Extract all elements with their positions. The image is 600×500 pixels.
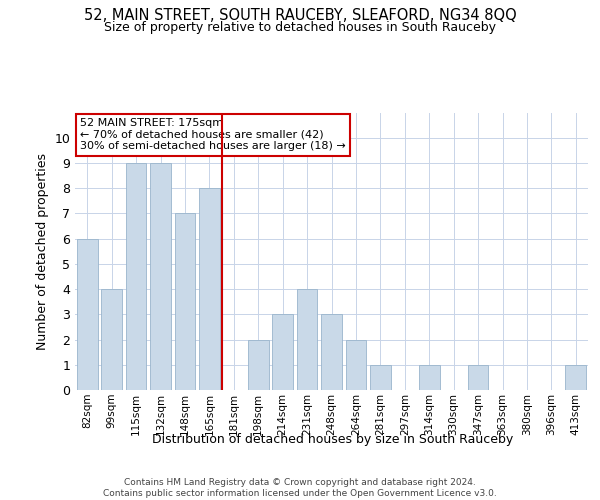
Bar [467,365,488,390]
Bar [125,163,146,390]
Y-axis label: Number of detached properties: Number of detached properties [36,153,49,350]
Bar [272,314,293,390]
Text: Size of property relative to detached houses in South Rauceby: Size of property relative to detached ho… [104,21,496,34]
Bar [419,365,440,390]
Text: 52 MAIN STREET: 175sqm
← 70% of detached houses are smaller (42)
30% of semi-det: 52 MAIN STREET: 175sqm ← 70% of detached… [80,118,346,151]
Bar [248,340,269,390]
Bar [321,314,342,390]
Bar [565,365,586,390]
Bar [346,340,367,390]
Text: Distribution of detached houses by size in South Rauceby: Distribution of detached houses by size … [152,432,514,446]
Text: Contains HM Land Registry data © Crown copyright and database right 2024.
Contai: Contains HM Land Registry data © Crown c… [103,478,497,498]
Bar [150,163,171,390]
Bar [101,289,122,390]
Bar [77,238,98,390]
Bar [199,188,220,390]
Bar [175,214,196,390]
Text: 52, MAIN STREET, SOUTH RAUCEBY, SLEAFORD, NG34 8QQ: 52, MAIN STREET, SOUTH RAUCEBY, SLEAFORD… [83,8,517,22]
Bar [370,365,391,390]
Bar [296,289,317,390]
